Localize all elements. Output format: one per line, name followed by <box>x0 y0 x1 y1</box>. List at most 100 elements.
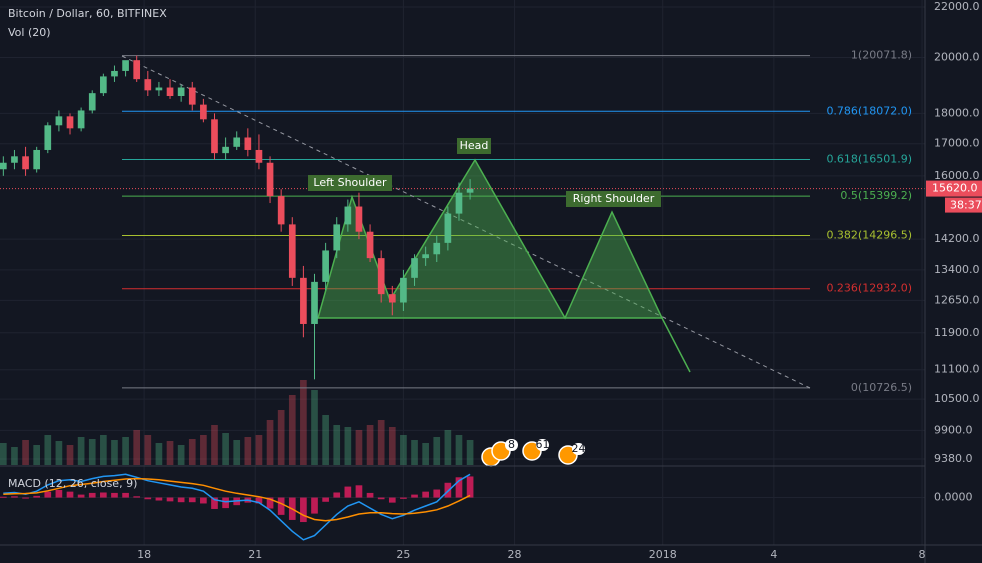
candle-body <box>444 213 452 243</box>
macd-histogram-bar <box>277 497 285 515</box>
y-tick-label: 13400.0 <box>934 263 980 276</box>
axis-layer: 22000.0 20000.0 18000.0 17000.0 16000.0 14200… <box>137 0 982 561</box>
volume-bar <box>388 427 396 465</box>
volume-bar <box>11 447 18 465</box>
candle-body <box>333 224 341 251</box>
candle-body <box>366 231 374 259</box>
fib-label: 0.5(15399.2) <box>840 189 912 202</box>
candle-body <box>33 149 41 170</box>
macd-histogram-bar <box>44 491 52 498</box>
volume-bar <box>111 440 118 465</box>
y-tick-label: 11900.0 <box>934 326 980 339</box>
volume-bar <box>377 420 385 465</box>
volume-bar <box>188 439 196 465</box>
annotation-box <box>566 191 661 207</box>
x-tick-label: 8 <box>919 548 926 561</box>
volume-bar <box>33 445 41 465</box>
candle-body <box>200 104 207 120</box>
candle-body <box>466 188 474 193</box>
candle-body <box>266 162 274 197</box>
x-tick-label: 28 <box>508 548 522 561</box>
candle-body <box>155 87 163 91</box>
current-price-label: 15620.0 <box>932 182 978 195</box>
volume-bar <box>255 435 263 465</box>
macd-histogram-bar <box>388 497 396 503</box>
volume-bar <box>411 440 418 465</box>
macd-histogram-bar <box>0 496 7 498</box>
grid <box>0 0 925 545</box>
volume-bar <box>77 437 85 465</box>
macd-histogram-bar <box>200 497 207 504</box>
countdown-label: 38:37 <box>950 199 982 212</box>
volume-bar <box>422 443 429 465</box>
volume-bar <box>244 437 252 465</box>
fib-layer: 1(20071.8) 0.786(18072.0) 0.618(16501.9) 0.… <box>122 49 912 394</box>
volume-bar <box>44 435 52 465</box>
y-tick-label: 16000.0 <box>934 169 980 182</box>
x-tick-label: 21 <box>248 548 262 561</box>
candle-body <box>222 146 229 154</box>
fib-label: 0(10726.5) <box>851 381 912 394</box>
macd-histogram-bar <box>366 492 374 498</box>
candle-body <box>277 196 285 225</box>
annotation-box <box>457 138 491 154</box>
fib-label: 0.618(16501.9) <box>826 152 912 165</box>
macd-histogram-bar <box>11 496 18 498</box>
volume-bar <box>311 390 318 465</box>
volume-bar <box>433 437 441 465</box>
volume-bar <box>55 441 63 465</box>
macd-histogram-bar <box>177 497 185 503</box>
candle-body <box>88 93 96 111</box>
volume-label: Vol (20) <box>8 26 51 39</box>
candle-body <box>44 125 52 150</box>
macd-histogram-bar <box>77 494 85 498</box>
macd-layer <box>0 473 474 541</box>
pattern-projection <box>661 317 691 373</box>
volume-bar <box>200 435 207 465</box>
macd-label: MACD (12, 26, close, 9) <box>8 477 137 490</box>
macd-histogram-bar <box>55 489 63 498</box>
volume-bar <box>66 445 74 465</box>
macd-line <box>3 477 471 522</box>
macd-histogram-bar <box>22 497 29 499</box>
macd-histogram-bar <box>222 497 229 509</box>
volume-bar <box>277 410 285 465</box>
volume-bar <box>466 440 474 465</box>
macd-histogram-bar <box>455 477 463 498</box>
macd-histogram-bar <box>444 482 452 498</box>
macd-histogram-bar <box>122 492 129 498</box>
candle-body <box>211 119 218 154</box>
candle-body <box>144 79 152 91</box>
macd-histogram-bar <box>400 497 407 499</box>
y-tick-label: 14200.0 <box>934 232 980 245</box>
annotation-label: Head <box>460 139 489 152</box>
candle-body <box>400 277 407 303</box>
volume-bar <box>144 435 152 465</box>
candle-body <box>300 277 307 324</box>
fib-label: 0.236(12932.0) <box>826 282 912 295</box>
y-tick-label: 22000.0 <box>934 0 980 13</box>
candle-body <box>233 137 241 147</box>
volume-bar <box>177 445 185 465</box>
x-tick-label: 4 <box>770 548 777 561</box>
macd-histogram-bar <box>433 489 441 498</box>
volume-bar <box>344 427 352 465</box>
current-price-box <box>926 180 982 197</box>
y-tick-label: 9380.0 <box>934 452 973 465</box>
volume-bar <box>100 435 107 465</box>
volume-bar <box>133 430 141 465</box>
event-count: 8 <box>508 438 515 451</box>
event-badge <box>572 443 585 455</box>
annotation-label: Right Shoulder <box>573 192 655 205</box>
macd-histogram-bar <box>344 486 352 498</box>
macd-histogram-bar <box>155 497 163 501</box>
macd-histogram-bar <box>100 492 107 498</box>
volume-bar <box>400 435 407 465</box>
macd-histogram-bar <box>333 492 341 498</box>
macd-histogram-bar <box>466 476 474 498</box>
macd-histogram-bar <box>133 496 141 498</box>
y-tick-label: 18000.0 <box>934 106 980 119</box>
candle-body <box>122 60 129 71</box>
candle-body <box>355 206 363 232</box>
